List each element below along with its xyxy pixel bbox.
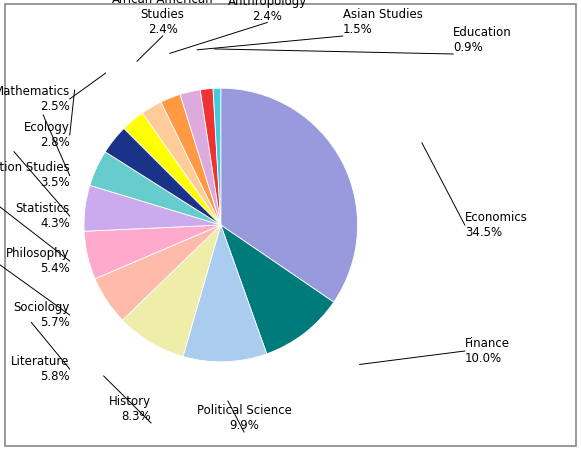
Wedge shape [123, 225, 221, 356]
Wedge shape [105, 128, 221, 225]
Text: Anthropology
2.4%: Anthropology 2.4% [228, 0, 307, 22]
Text: Philosophy
5.4%: Philosophy 5.4% [6, 247, 70, 275]
Wedge shape [200, 88, 221, 225]
Wedge shape [180, 90, 221, 225]
Text: Political Science
9.9%: Political Science 9.9% [196, 404, 292, 432]
Text: Mathematics
2.5%: Mathematics 2.5% [0, 85, 70, 113]
Text: Education
0.9%: Education 0.9% [453, 26, 512, 54]
Text: Population Studies
3.5%: Population Studies 3.5% [0, 162, 70, 189]
Wedge shape [213, 88, 221, 225]
Wedge shape [221, 88, 357, 302]
Text: African-American
Studies
2.4%: African-American Studies 2.4% [112, 0, 213, 36]
Wedge shape [84, 185, 221, 231]
Wedge shape [161, 94, 221, 225]
Text: Asian Studies
1.5%: Asian Studies 1.5% [343, 8, 422, 36]
Wedge shape [221, 225, 333, 354]
Wedge shape [90, 152, 221, 225]
Wedge shape [142, 102, 221, 225]
Text: History
8.3%: History 8.3% [109, 395, 151, 423]
Text: Finance
10.0%: Finance 10.0% [465, 337, 510, 365]
Text: Ecology
2.8%: Ecology 2.8% [24, 121, 70, 149]
Wedge shape [124, 113, 221, 225]
Text: Sociology
5.7%: Sociology 5.7% [13, 301, 70, 329]
Wedge shape [84, 225, 221, 279]
Wedge shape [95, 225, 221, 320]
Wedge shape [183, 225, 267, 362]
Text: Statistics
4.3%: Statistics 4.3% [16, 202, 70, 230]
Text: Economics
34.5%: Economics 34.5% [465, 211, 528, 239]
Text: Literature
5.8%: Literature 5.8% [12, 355, 70, 383]
